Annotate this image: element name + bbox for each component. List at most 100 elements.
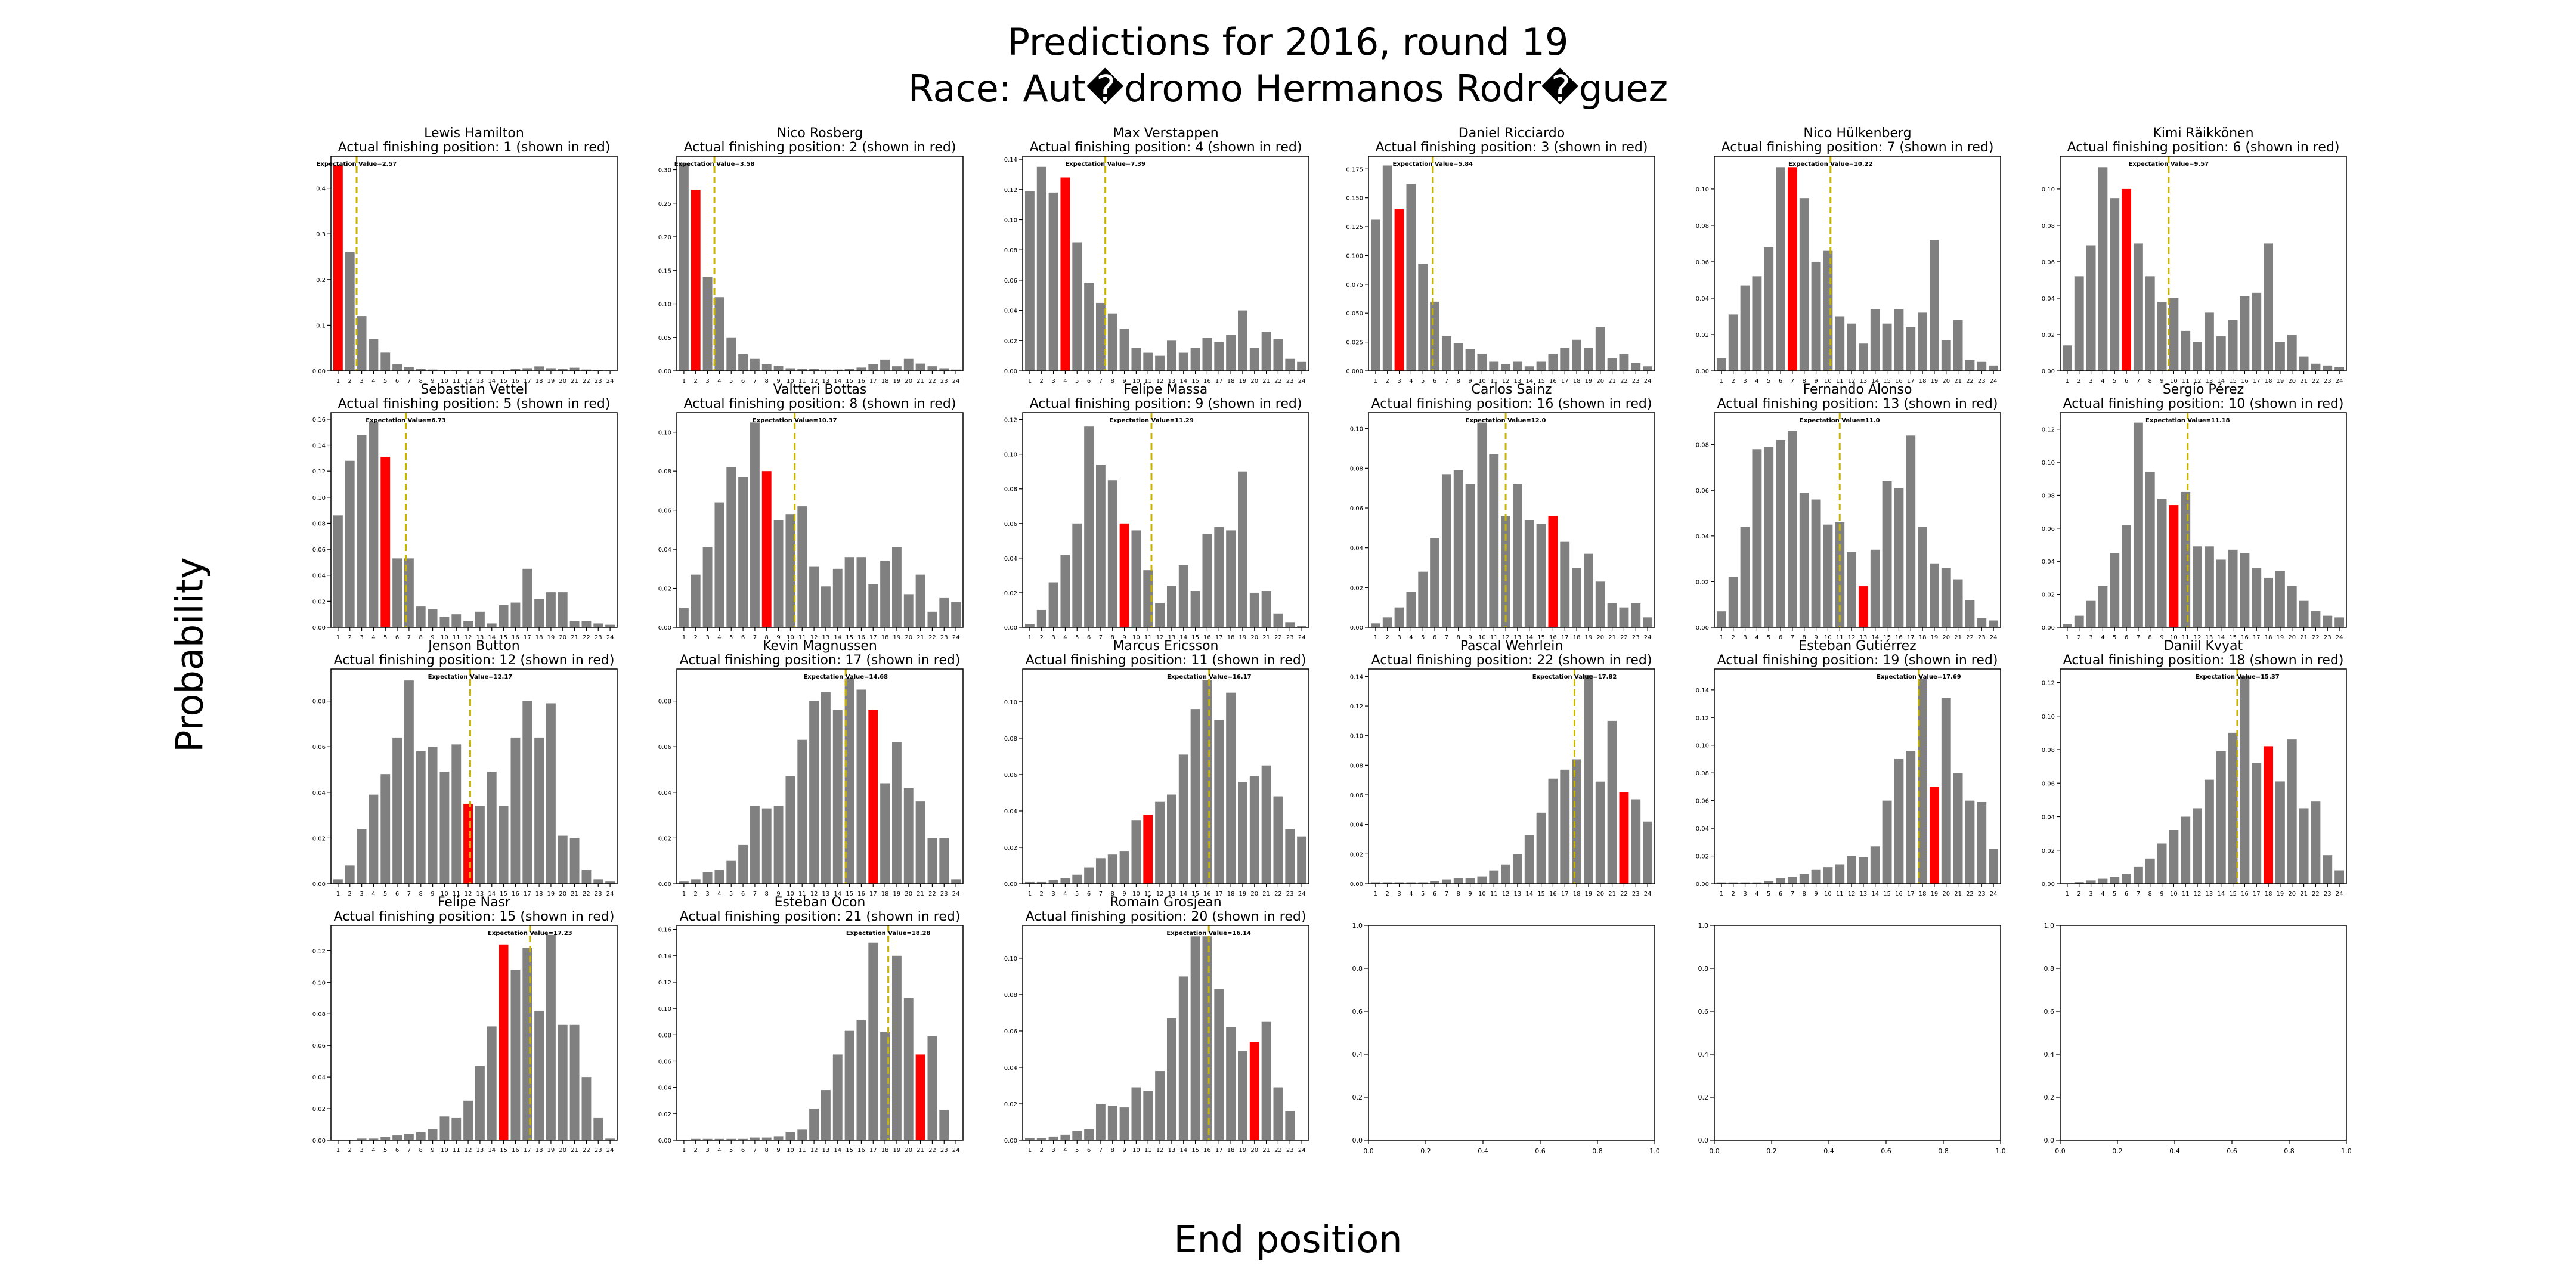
x-tick-label: 2 [1386,634,1389,641]
y-tick-label: 0.08 [658,469,671,475]
probability-bar [1583,553,1593,627]
x-tick-label: 20 [1942,378,1950,385]
x-tick-label: 1 [1720,891,1723,897]
x-tick-label: 8 [419,891,423,897]
x-tick-label: 2 [1040,1147,1044,1154]
x-tick-label: 10 [787,891,794,897]
y-tick-label: 0.12 [2042,427,2055,434]
probability-bar [1084,426,1094,627]
probability-bar [1572,568,1582,627]
x-tick-label: 1 [2066,378,2069,385]
probability-bar [1823,524,1833,627]
probability-bar [1764,881,1774,884]
x-tick-label: 13 [1514,891,1522,897]
x-tick-label: 14 [1179,1147,1187,1154]
expectation-label: Expectation Value=5.84 [1393,161,1473,168]
probability-bar [1501,364,1511,371]
x-tick-label: 17 [869,378,877,385]
x-tick-label: 8 [1111,891,1114,897]
y-tick-label: 0.04 [658,547,671,553]
probability-bar [1536,361,1546,371]
y-tick-label: 0.00 [1004,369,1017,375]
probability-bar [726,467,736,627]
probability-bar [1918,679,1928,884]
x-tick-label: 9 [2160,891,2163,897]
x-tick-label: 23 [940,1147,948,1154]
x-tick-label: 22 [1620,634,1628,641]
probability-bar [2086,600,2096,627]
probability-bar [404,367,414,371]
actual-position-bar [868,710,878,884]
y-tick-label: 0.08 [2042,223,2055,230]
x-tick-label: 14 [1525,891,1533,897]
x-tick-label: 16 [1549,378,1557,385]
x-tick-label: 20 [2288,891,2296,897]
x-tick-label: 4 [717,378,721,385]
x-tick-label: 9 [431,1147,434,1154]
y-tick-label: 0.050 [1346,311,1363,317]
probability-bar [2275,781,2285,884]
probability-bar [702,1138,713,1140]
x-tick-label: 24 [1298,378,1306,385]
x-tick-label: 22 [928,378,936,385]
actual-position-bar [1619,792,1629,884]
probability-bar [2098,586,2108,627]
x-tick-label: 8 [2148,634,2152,641]
probability-bar [1418,571,1428,627]
x-tick-label: 24 [1990,378,1998,385]
probability-bar [1370,882,1380,884]
y-tick-label: 0.02 [312,599,326,605]
actual-position-bar [761,471,772,627]
x-tick-label: 3 [360,891,363,897]
expectation-label: Expectation Value=12.0 [1466,417,1546,424]
probability-bar [451,744,462,884]
probability-bar [821,1090,831,1140]
probability-bar [428,369,438,371]
subplot-title: Esteban Ocon [775,895,866,910]
probability-bar [1202,680,1212,884]
x-tick-label: 5 [2113,634,2116,641]
x-tick-label: 13 [476,634,484,641]
y-tick-label: 0.04 [2042,559,2055,565]
subplot-subtitle: Actual finishing position: 18 (shown in … [2063,653,2344,668]
actual-position-bar [1060,177,1070,371]
x-tick-label: 6 [2125,891,2128,897]
probability-bar [1823,867,1833,884]
y-tick-label: 0.02 [312,835,326,842]
x-tick-label: 2 [348,891,352,897]
probability-bar [392,737,402,884]
probability-bar [2145,858,2155,884]
probability-bar [1941,340,1951,371]
x-tick-label: 14 [1179,378,1187,385]
probability-bar [903,358,914,371]
x-tick-label: 23 [595,634,602,641]
probability-bar [1477,353,1487,371]
expectation-label: Expectation Value=6.73 [366,417,446,424]
probability-bar [463,621,473,627]
probability-bar [1501,864,1511,884]
axes-frame [676,925,964,1141]
y-tick-label: 0.175 [1346,166,1363,173]
probability-bar [1595,581,1605,627]
probability-bar [2086,245,2096,371]
x-tick-label: 1 [1028,891,1032,897]
probability-bar [1989,620,1999,627]
x-tick-label: 24 [1990,891,1998,897]
axes-frame [1368,156,1655,371]
probability-bar [1048,1136,1058,1140]
y-tick-label: 0.14 [658,953,671,960]
probability-bar [1941,568,1951,627]
y-tick-label: 0.00 [1696,625,1709,631]
subplot-title: Daniil Kvyat [2164,639,2243,654]
probability-bar [1418,264,1428,371]
y-tick-label: 0.02 [658,1111,671,1118]
x-tick-label: 1 [336,378,340,385]
x-tick-label: 11 [1144,634,1152,641]
x-tick-label: 12 [810,1147,818,1154]
y-tick-label: 0.06 [658,508,671,515]
probability-bar [1465,349,1475,371]
y-tick-label: 0.100 [1346,253,1363,259]
x-tick-label: 13 [476,891,484,897]
x-tick-label: 1 [682,378,686,385]
